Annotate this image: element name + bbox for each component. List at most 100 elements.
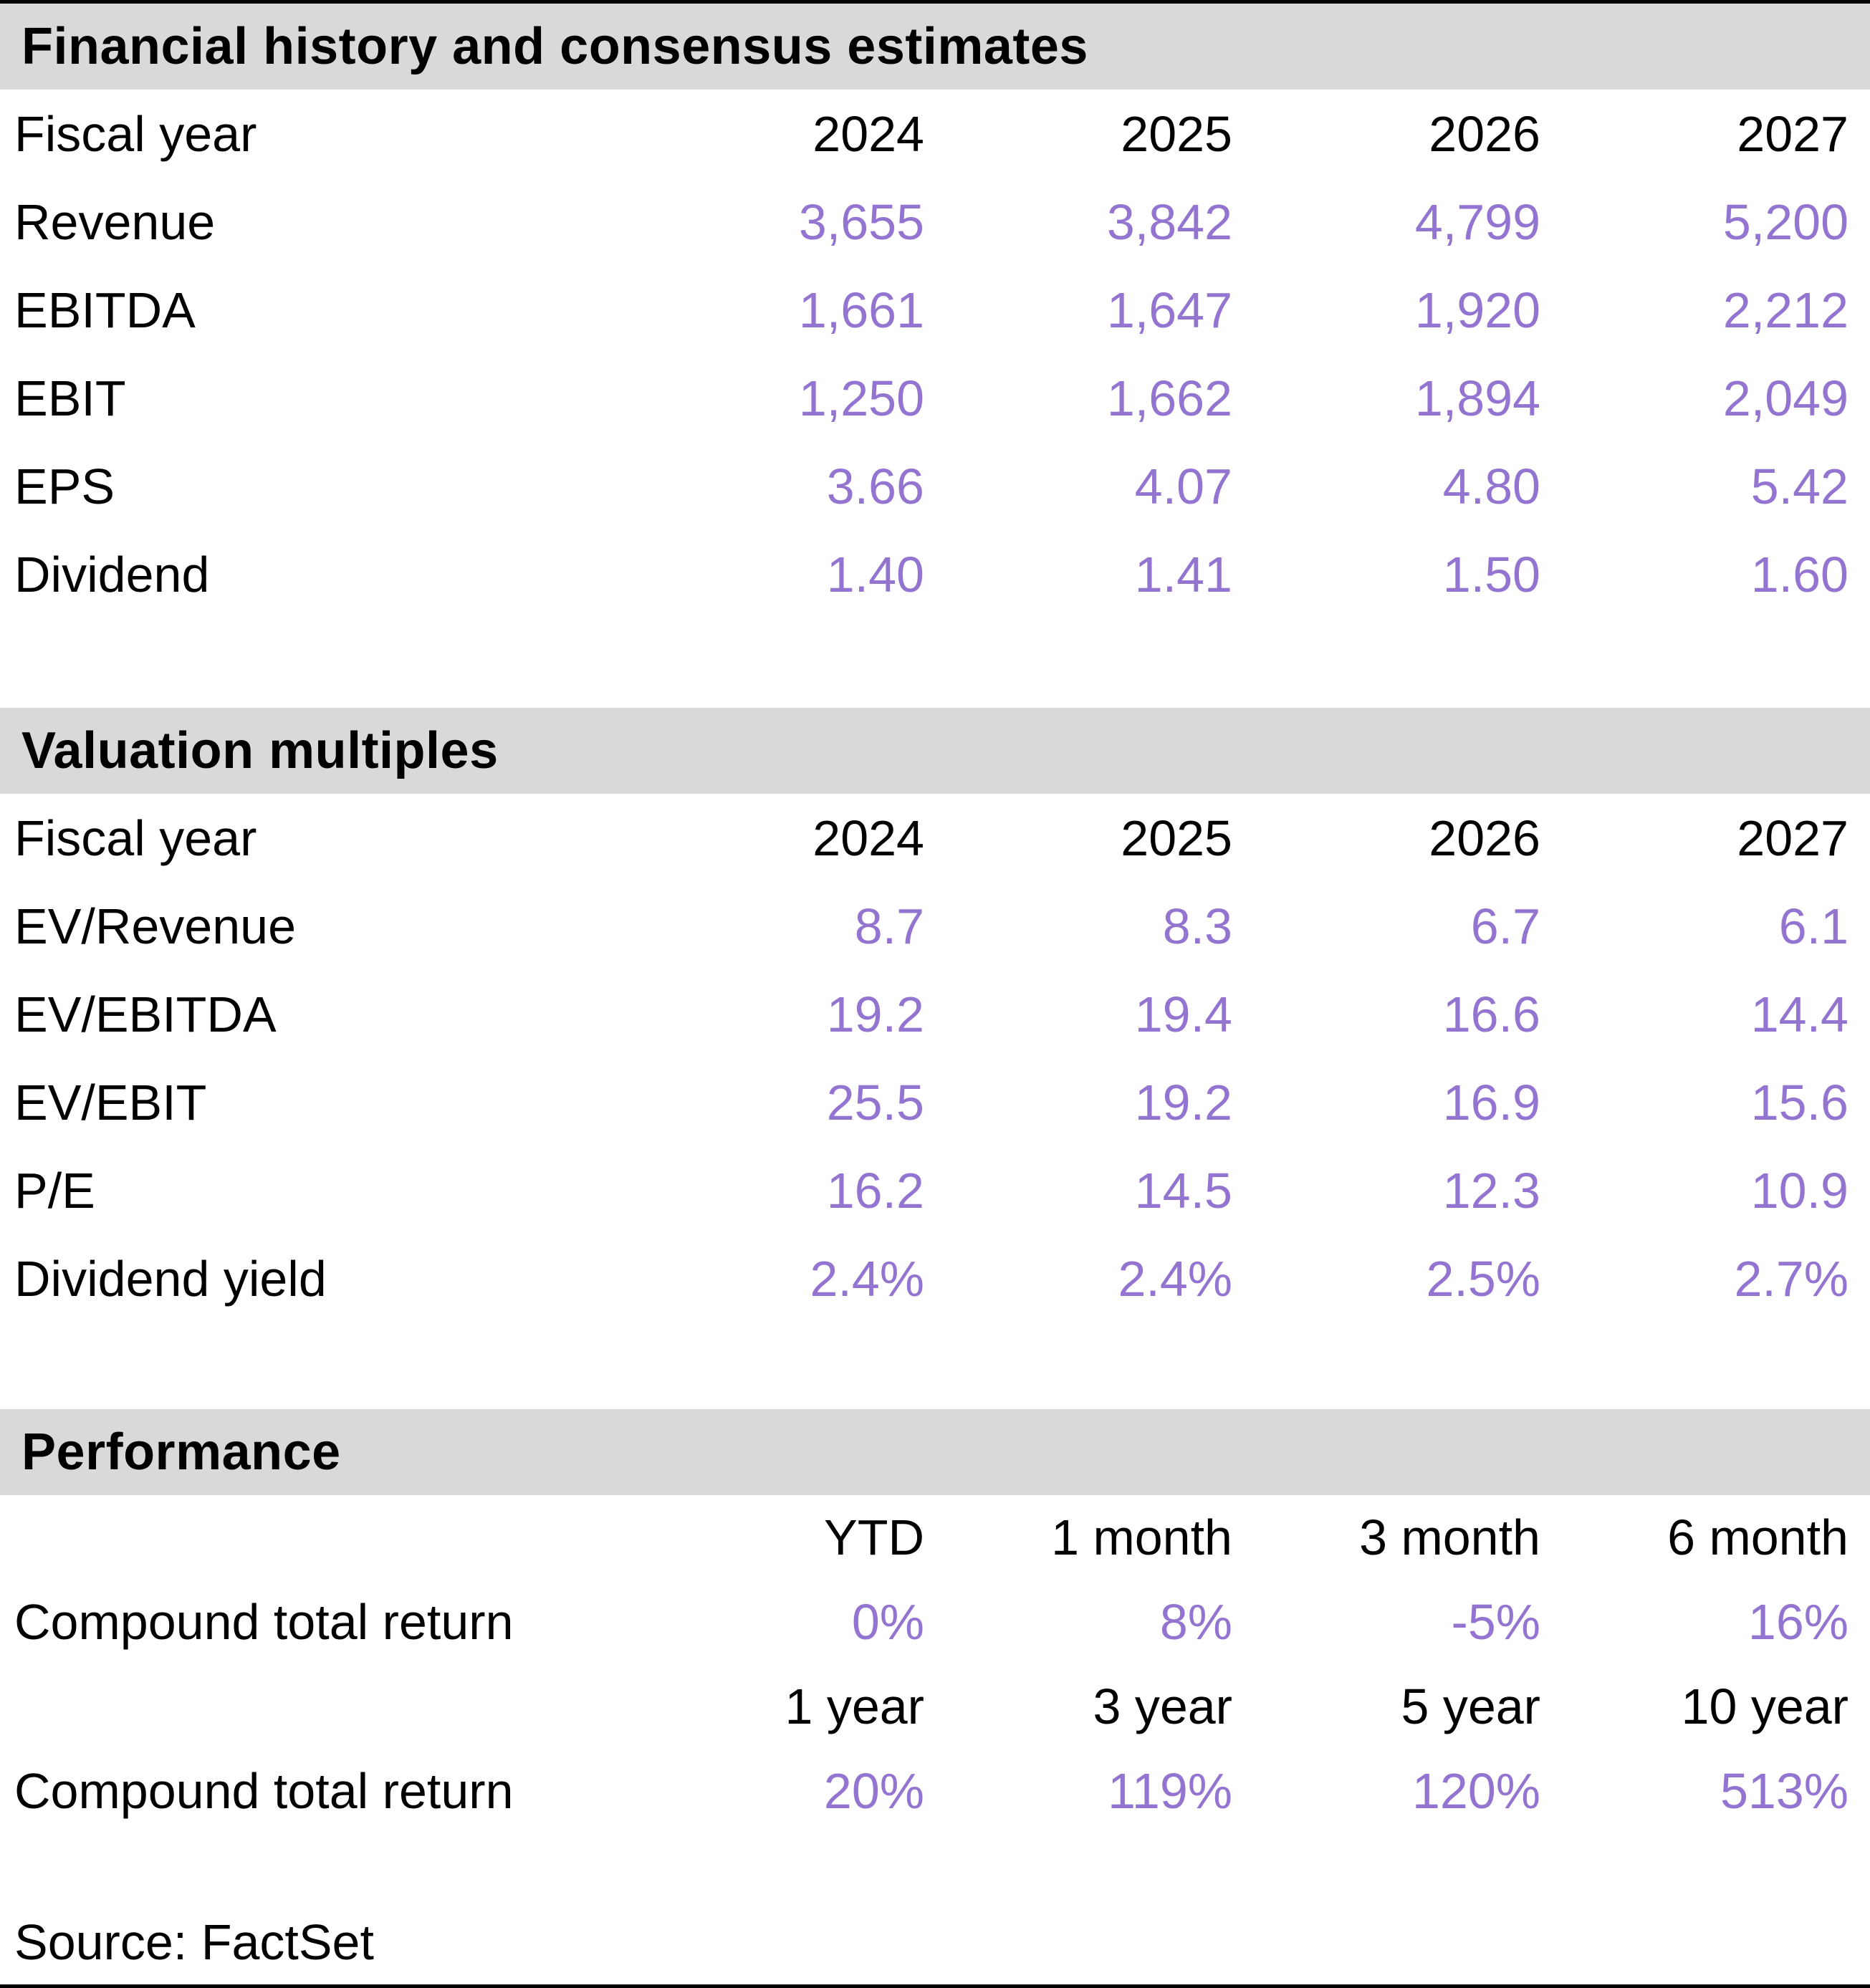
column-header: 2027 [1737, 810, 1849, 866]
column-header: 2024 [812, 105, 924, 162]
column-header: 10 year [1681, 1679, 1849, 1734]
section-header-valuation: Valuation multiples [0, 708, 1870, 794]
table-row: Compound total return 20% 119% 120% 513% [0, 1749, 1870, 1833]
cell-value: 1.60 [1750, 546, 1849, 602]
cell-value: 2.7% [1734, 1250, 1849, 1307]
cell-value: 2.4% [810, 1250, 924, 1307]
cell-value: 4,799 [1414, 193, 1540, 250]
table-row: EV/Revenue 8.7 8.3 6.7 6.1 [0, 882, 1870, 970]
cell-value: 2,212 [1722, 282, 1849, 338]
column-header: 3 month [1359, 1509, 1540, 1565]
column-header: 6 month [1667, 1509, 1849, 1565]
row-label: Compound total return [14, 1763, 514, 1819]
cell-value: 513% [1720, 1763, 1849, 1819]
column-header: 2026 [1429, 105, 1540, 162]
table-row: Dividend yield 2.4% 2.4% 2.5% 2.7% [0, 1234, 1870, 1322]
cell-value: 6.1 [1778, 898, 1849, 954]
cell-value: 5,200 [1722, 193, 1849, 250]
row-label: Fiscal year [14, 810, 257, 866]
cell-value: 16.9 [1442, 1074, 1540, 1130]
cell-value: 1,661 [798, 282, 924, 338]
cell-value: 1,662 [1106, 370, 1232, 426]
cell-value: 8% [1159, 1594, 1232, 1650]
table-row: EV/EBITDA 19.2 19.4 16.6 14.4 [0, 970, 1870, 1058]
row-label: Compound total return [14, 1594, 514, 1650]
column-header: 2027 [1737, 105, 1849, 162]
column-header: 2025 [1121, 105, 1232, 162]
table-header-row: 1 year 3 year 5 year 10 year [0, 1664, 1870, 1749]
performance-table: YTD 1 month 3 month 6 month Compound tot… [0, 1495, 1870, 1833]
table-row: EBITDA 1,661 1,647 1,920 2,212 [0, 266, 1870, 354]
cell-value: 1,894 [1414, 370, 1540, 426]
row-label: P/E [14, 1162, 95, 1219]
column-header: 2026 [1429, 810, 1540, 866]
cell-value: 1,647 [1106, 282, 1232, 338]
cell-value: 8.3 [1162, 898, 1232, 954]
source-attribution: Source: FactSet [14, 1914, 374, 1970]
row-label: EBIT [14, 370, 126, 426]
table-header-row: Fiscal year 2024 2025 2026 2027 [0, 794, 1870, 882]
cell-value: 1,250 [798, 370, 924, 426]
cell-value: 4.07 [1134, 458, 1232, 514]
cell-value: -5% [1451, 1594, 1540, 1650]
table-header-row: YTD 1 month 3 month 6 month [0, 1495, 1870, 1580]
cell-value: 1,920 [1414, 282, 1540, 338]
row-label: EBITDA [14, 282, 196, 338]
cell-value: 5.42 [1750, 458, 1849, 514]
cell-value: 19.4 [1134, 986, 1232, 1042]
cell-value: 16% [1747, 1594, 1849, 1650]
column-header: 1 year [785, 1679, 924, 1734]
row-label: Dividend [14, 546, 210, 602]
table-header-row: Fiscal year 2024 2025 2026 2027 [0, 90, 1870, 178]
column-header: 3 year [1093, 1679, 1232, 1734]
row-label: Dividend yield [14, 1250, 327, 1307]
bottom-rule [0, 1984, 1870, 1988]
cell-value: 14.5 [1134, 1162, 1232, 1219]
valuation-table: Fiscal year 2024 2025 2026 2027 EV/Reven… [0, 794, 1870, 1322]
section-title: Valuation multiples [21, 722, 499, 779]
financial-table: Fiscal year 2024 2025 2026 2027 Revenue … [0, 90, 1870, 618]
cell-value: 19.2 [1134, 1074, 1232, 1130]
row-label: EV/EBITDA [14, 986, 277, 1042]
cell-value: 6.7 [1470, 898, 1540, 954]
row-label: Revenue [14, 193, 216, 250]
top-rule [0, 0, 1870, 4]
table-row: EBIT 1,250 1,662 1,894 2,049 [0, 354, 1870, 442]
cell-value: 19.2 [826, 986, 924, 1042]
cell-value: 10.9 [1750, 1162, 1849, 1219]
table-row: Compound total return 0% 8% -5% 16% [0, 1580, 1870, 1664]
cell-value: 15.6 [1750, 1074, 1849, 1130]
cell-value: 119% [1108, 1763, 1232, 1819]
cell-value: 2.4% [1118, 1250, 1232, 1307]
column-header: 5 year [1401, 1679, 1540, 1734]
cell-value: 4.80 [1442, 458, 1540, 514]
table-row: Dividend 1.40 1.41 1.50 1.60 [0, 530, 1870, 618]
cell-value: 25.5 [826, 1074, 924, 1130]
row-label: Fiscal year [14, 105, 257, 162]
section-title: Performance [21, 1423, 341, 1481]
cell-value: 0% [851, 1594, 924, 1650]
row-label: EV/EBIT [14, 1074, 207, 1130]
cell-value: 8.7 [854, 898, 924, 954]
section-title: Financial history and consensus estimate… [21, 18, 1088, 75]
table-row: Revenue 3,655 3,842 4,799 5,200 [0, 178, 1870, 266]
cell-value: 2,049 [1722, 370, 1849, 426]
cell-value: 3,655 [798, 193, 924, 250]
cell-value: 16.6 [1442, 986, 1540, 1042]
table-row: EPS 3.66 4.07 4.80 5.42 [0, 442, 1870, 530]
column-header: YTD [824, 1509, 924, 1565]
cell-value: 14.4 [1750, 986, 1849, 1042]
table-row: EV/EBIT 25.5 19.2 16.9 15.6 [0, 1058, 1870, 1146]
table-row: P/E 16.2 14.5 12.3 10.9 [0, 1146, 1870, 1234]
cell-value: 1.40 [826, 546, 924, 602]
cell-value: 16.2 [826, 1162, 924, 1219]
cell-value: 20% [823, 1763, 924, 1819]
cell-value: 120% [1411, 1763, 1540, 1819]
section-header-financial: Financial history and consensus estimate… [0, 4, 1870, 90]
row-label: EPS [14, 458, 115, 514]
section-header-performance: Performance [0, 1409, 1870, 1495]
cell-value: 1.41 [1134, 546, 1232, 602]
cell-value: 3,842 [1106, 193, 1232, 250]
column-header: 1 month [1051, 1509, 1232, 1565]
cell-value: 2.5% [1426, 1250, 1540, 1307]
